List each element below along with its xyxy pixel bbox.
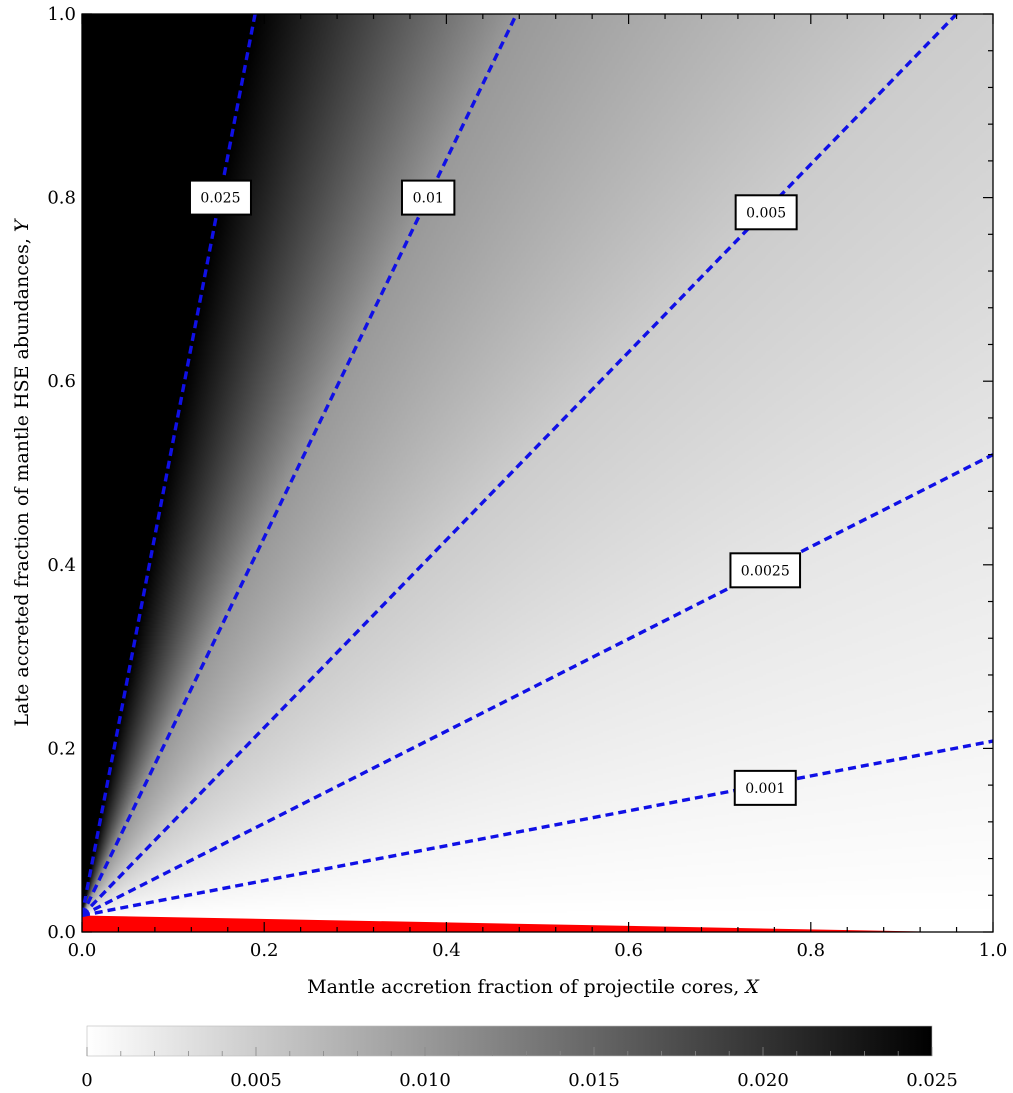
colorbar: 0 0.005 0.010 0.015 0.020 0.025 (81, 1025, 958, 1091)
y-tick-label: 0.0 (47, 922, 76, 943)
x-axis: 0.0 0.2 0.4 0.6 0.8 1.0 Mantle accretion frac… (68, 940, 1008, 998)
x-tick-label: 0.6 (614, 940, 643, 961)
contour-label-text: 0.01 (413, 191, 444, 207)
contour-line-0_025 (82, 14, 257, 916)
x-tick-label: 1.0 (979, 940, 1008, 961)
colorbar-tick-label: 0.005 (230, 1070, 282, 1091)
y-tick-label: 0.8 (47, 188, 76, 209)
y-tick-label: 1.0 (47, 4, 76, 25)
y-axis-label: Late accreted fraction of mantle HSE abu… (11, 217, 33, 726)
colorbar-tick-label: 0 (81, 1070, 92, 1091)
contour-line-0_0025 (82, 453, 993, 917)
y-axis: 0.0 0.2 0.4 0.6 0.8 1.0 Late accreted fractio… (11, 4, 76, 943)
contour-label: 0.01 (400, 179, 456, 216)
contour-label: 0.025 (188, 179, 252, 216)
x-tick-label: 0.8 (796, 940, 825, 961)
y-tick-label: 0.6 (47, 371, 76, 392)
contour-label-text: 0.0025 (741, 563, 790, 579)
contour-line-0_001 (82, 739, 993, 918)
plot-area: 0.025 0.01 0.005 0.0025 0.001 (81, 13, 994, 933)
plot-frame (81, 13, 994, 933)
x-axis-label: Mantle accretion fraction of projectile … (307, 976, 760, 998)
contour-label: 0.0025 (729, 552, 802, 589)
colorbar-tick-label: 0.025 (906, 1070, 958, 1091)
colorbar-tick-label: 0.020 (737, 1070, 789, 1091)
x-tick-label: 0.2 (250, 940, 279, 961)
x-tick-label: 0.0 (68, 940, 97, 961)
y-tick-label: 0.4 (47, 555, 76, 576)
contour-line-0_01 (82, 14, 519, 917)
contour-label: 0.005 (734, 194, 798, 231)
contour-line-0_005 (82, 14, 958, 917)
contour-label-text: 0.001 (745, 781, 785, 797)
heatmap-field (82, 14, 993, 932)
colorbar-tick-label: 0.015 (568, 1070, 620, 1091)
contour-label-text: 0.025 (200, 191, 240, 207)
excluded-region (82, 915, 948, 932)
y-tick-label: 0.2 (47, 738, 76, 759)
x-tick-label: 0.4 (432, 940, 461, 961)
colorbar-gradient (86, 1025, 933, 1057)
colorbar-tick-label: 0.010 (399, 1070, 451, 1091)
contour-label: 0.001 (733, 769, 797, 806)
contour-label-text: 0.005 (746, 205, 786, 221)
